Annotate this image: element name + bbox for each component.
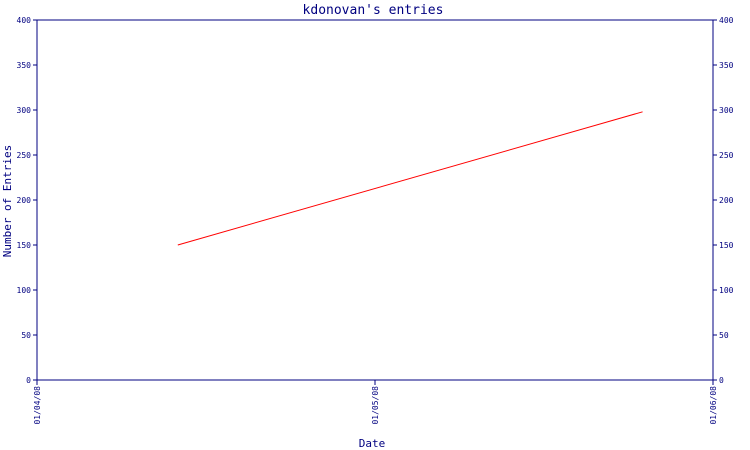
y-tick-label-right: 100 bbox=[719, 286, 734, 295]
y-tick-label-right: 50 bbox=[719, 331, 729, 340]
x-axis-title: Date bbox=[359, 437, 386, 450]
series-layer bbox=[177, 111, 643, 246]
y-tick-label-left: 200 bbox=[17, 196, 32, 205]
y-tick-label-right: 200 bbox=[719, 196, 734, 205]
y-tick-label-left: 300 bbox=[17, 106, 32, 115]
y-tick-label-left: 100 bbox=[17, 286, 32, 295]
y-tick-label-right: 0 bbox=[719, 376, 724, 385]
y-tick-label-left: 150 bbox=[17, 241, 32, 250]
plot-area-frame bbox=[36, 19, 714, 381]
y-tick-label-left: 400 bbox=[17, 16, 32, 25]
series-line-0 bbox=[177, 111, 643, 246]
chart-title: kdonovan's entries bbox=[303, 3, 444, 18]
y-tick-label-left: 350 bbox=[17, 61, 32, 70]
y-tick-label-left: 0 bbox=[26, 376, 31, 385]
y-axis-title: Number of Entries bbox=[1, 145, 14, 258]
y-axis-left: 0 50 100 150 200 250 300 350 400 bbox=[17, 16, 37, 385]
y-tick-label-right: 250 bbox=[719, 151, 734, 160]
y-tick-label-right: 300 bbox=[719, 106, 734, 115]
y-tick-label-left: 250 bbox=[17, 151, 32, 160]
y-tick-label-right: 400 bbox=[719, 16, 734, 25]
x-tick-label: 01/06/08 bbox=[709, 386, 718, 425]
y-tick-label-right: 350 bbox=[719, 61, 734, 70]
y-tick-label-left: 50 bbox=[21, 331, 31, 340]
x-tick-label: 01/04/08 bbox=[33, 386, 42, 425]
y-axis-right: 0 50 100 150 200 250 300 350 400 bbox=[713, 16, 734, 385]
x-axis: 01/04/08 01/05/08 01/06/08 bbox=[33, 380, 718, 425]
x-tick-label: 01/05/08 bbox=[371, 386, 380, 425]
y-tick-label-right: 150 bbox=[719, 241, 734, 250]
